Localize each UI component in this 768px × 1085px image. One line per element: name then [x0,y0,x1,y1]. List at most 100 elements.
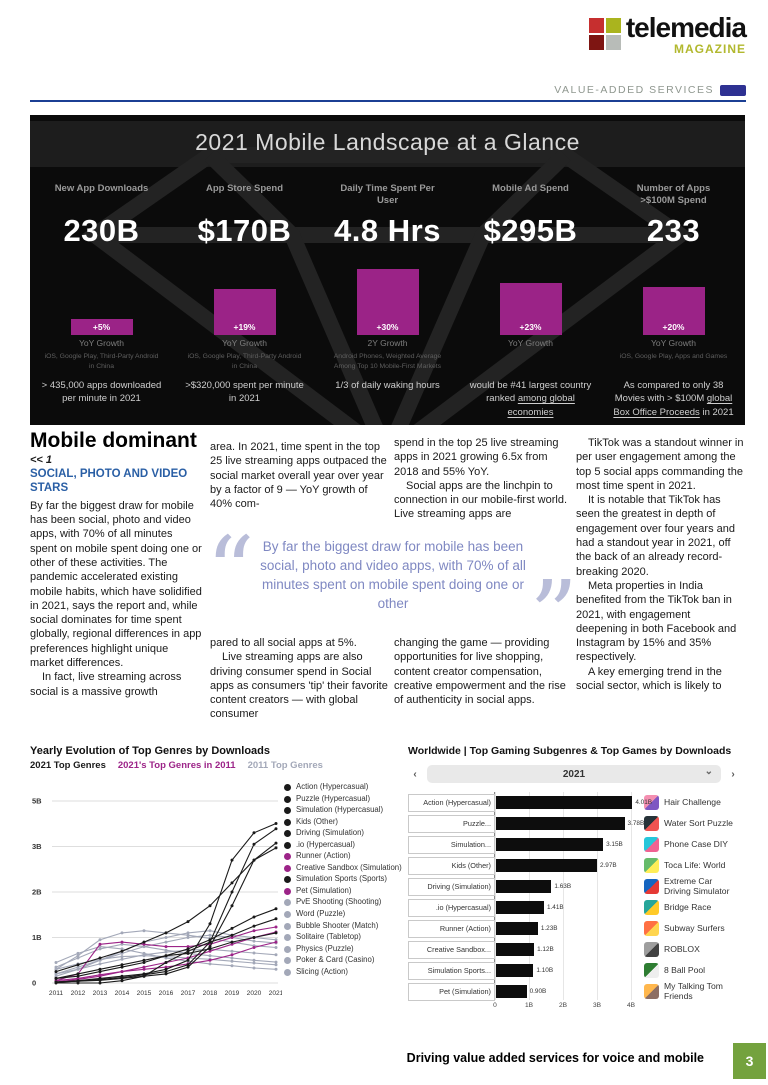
infographic-title: 2021 Mobile Landscape at a Glance [195,129,580,155]
growth-percent: +23% [519,322,542,332]
bar-value-label: 1.41B [546,904,564,911]
stat-label: Daily Time Spent Per User [340,183,435,207]
legend-item: Driving (Simulation) [284,828,404,838]
bar [496,880,552,893]
bar-row: Kids (Other) 2.97B [408,855,640,876]
article-column-1: By far the biggest draw for mobile has b… [30,499,202,699]
legend-item: Poker & Card (Casino) [284,955,404,965]
bar [496,964,534,977]
legend-item: Runner (Action) [284,851,404,861]
article: Mobile dominant << 1 SOCIAL, PHOTO AND V… [30,429,744,742]
period-selector: ‹ 2021 ⌄ › [408,764,740,784]
period-value: 2021 [562,768,586,780]
legend-dot-icon [284,911,291,919]
legend-dot-icon [284,841,291,849]
line-series [54,942,278,969]
diamond-graphic [30,121,745,425]
stat-value: $295B [483,213,578,248]
growth-percent: +5% [92,322,111,332]
logo-square-icon [605,18,621,33]
growth-percent: +19% [233,322,256,332]
stat-footnote: Android Phones, Weighted Average Among T… [333,353,442,370]
bar [496,922,538,935]
svg-text:2018: 2018 [203,990,218,997]
logo-square-icon [588,35,604,50]
legend-item: Bubble Shooter (Match) [284,921,404,931]
infographic-column: Number of Apps >$100M Spend 233 +20% YoY Gr… [602,173,745,419]
svg-text:2015: 2015 [137,990,152,997]
bar-category-label: Action (Hypercasual) [408,793,495,812]
axis-tick-label: 0 [493,1002,497,1009]
article-column-2-top: area. In 2021, time spent in the top 25 … [210,440,388,511]
stat-value: 4.8 Hrs [334,213,441,248]
game-icon [644,900,659,915]
svg-text:2020: 2020 [247,990,262,997]
legend-label: PvE Shooting (Shooting) [296,897,382,907]
bar [496,859,597,872]
logo-magazine-text: MAGAZINE [674,42,746,56]
growth-percent: +30% [376,322,399,332]
legend-label: Slicing (Action) [296,966,348,976]
growth-bar: +30% [356,269,419,335]
bar-track: 1.12B [495,941,640,958]
legend-label: Kids (Other) [296,816,339,826]
chevron-down-icon: ⌄ [704,766,713,777]
game-name: Subway Surfers [664,922,725,933]
legend-item: PvE Shooting (Shooting) [284,898,404,907]
growth-bar-area: +5% [70,255,133,335]
bar [496,901,544,914]
growth-period: 2Y Growth [367,338,408,348]
prev-period-button[interactable]: ‹ [413,768,417,780]
infographic-column: Mobile Ad Spend $295B +23% YoY Growth would … [459,173,602,419]
legend-label: Poker & Card (Casino) [296,955,375,965]
svg-text:2013: 2013 [93,990,108,997]
stat-label: New App Downloads [54,183,149,194]
line-series [54,841,278,984]
legend-label: Physics (Puzzle) [296,943,354,953]
game-item: Extreme Car Driving Simulator [644,876,740,897]
bar-track: 2.97B [495,857,640,874]
svg-text:2016: 2016 [159,990,174,997]
line-series [54,917,278,985]
legend-dot-icon [284,876,291,884]
bar-category-label: Creative Sandbox... [408,940,495,959]
legend-label: Word (Puzzle) [296,909,346,919]
game-icon [644,816,659,831]
bar-category-label: Kids (Other) [408,856,495,875]
svg-text:1B: 1B [32,933,42,942]
game-name: Phone Case DIY [664,838,729,849]
bar-category-label: Simulation Sports... [408,961,495,980]
bar-row: Puzzle... 3.78B [408,813,644,834]
axis-tick-label: 1B [524,1002,534,1009]
infographic-columns: New App Downloads 230B +5% YoY Growth iOS, G… [30,173,745,419]
legend-item: Physics (Puzzle) [284,943,404,954]
svg-text:3B: 3B [32,842,42,851]
header-rule [30,100,746,102]
bar-value-label: 3.15B [606,841,623,848]
next-period-button[interactable]: › [731,768,735,780]
growth-bar: +23% [499,283,562,335]
bar-value-label: 0.90B [529,988,547,995]
period-dropdown[interactable]: 2021 ⌄ [427,765,721,783]
bar-value-label: 1.63B [554,883,572,890]
legend-item: Word (Puzzle) [284,909,404,919]
bar-category-label: Runner (Action) [408,919,495,938]
stat-label: Mobile Ad Spend [492,183,569,194]
legend-2011-top-genres: 2011 Top Genres [247,760,323,771]
telemedia-logo: telemedia MAGAZINE [588,14,747,56]
body-paragraph: spend in the top 25 live streaming apps … [394,437,559,478]
game-name: ROBLOX [664,943,700,954]
top-games-list: Hair Challenge Water Sort Puzzle Phone Cas… [644,792,740,1014]
bar-row: Runner (Action) 1.23B [408,918,640,939]
growth-percent: +20% [662,322,685,332]
article-column-2-bottom: pared to all social apps at 5%. Live stre… [210,636,388,722]
pull-quote-text: By far the biggest draw for mobile has b… [260,539,526,611]
bar-category-label: Puzzle... [408,814,495,833]
legend-item: Slicing (Action) [284,966,404,977]
legend-item: Solitaire (Tabletop) [284,932,404,942]
logo-square-icon [605,35,621,50]
infographic-column: New App Downloads 230B +5% YoY Growth iOS, G… [30,173,173,419]
legend-dot-icon [284,795,291,803]
article-subhead: SOCIAL, PHOTO AND VIDEO STARS [30,468,188,495]
body-paragraph: By far the biggest draw for mobile has b… [30,499,202,670]
